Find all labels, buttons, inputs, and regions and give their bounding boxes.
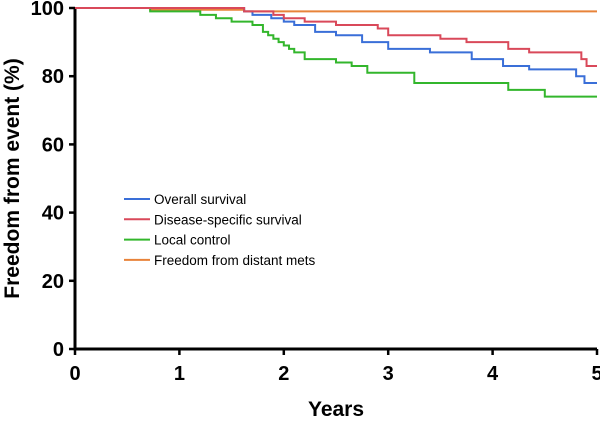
series-lines	[75, 7, 597, 98]
axes	[69, 6, 599, 355]
series-line-1	[75, 7, 597, 67]
legend-label: Freedom from distant mets	[154, 253, 316, 268]
legend-label: Disease-specific survival	[154, 212, 302, 227]
legend-label: Local control	[154, 233, 231, 248]
x-tick-label: 0	[69, 363, 80, 385]
x-tick-label: 2	[278, 363, 289, 385]
y-tick-label: 100	[31, 0, 64, 20]
series-line-2	[75, 7, 597, 98]
series-line-0	[75, 7, 597, 85]
y-tick-label: 20	[42, 271, 64, 293]
y-tick-label: 60	[42, 134, 64, 156]
x-tick-label: 4	[487, 363, 499, 385]
x-tick-label: 3	[383, 363, 394, 385]
y-axis-title: Freedom from event (%)	[1, 58, 24, 298]
legend: Overall survival Disease-specific surviva…	[124, 192, 316, 268]
x-tick-label: 1	[174, 363, 185, 385]
legend-label: Overall survival	[154, 192, 246, 207]
x-tick-label: 5	[591, 363, 600, 385]
x-axis-title: Years	[308, 398, 364, 421]
y-tick-label: 0	[53, 339, 64, 361]
tick-labels: 0 1 2 3 4 5 0 20 40 60 80 100	[31, 0, 600, 385]
y-tick-label: 40	[42, 203, 64, 225]
y-tick-label: 80	[42, 66, 64, 88]
